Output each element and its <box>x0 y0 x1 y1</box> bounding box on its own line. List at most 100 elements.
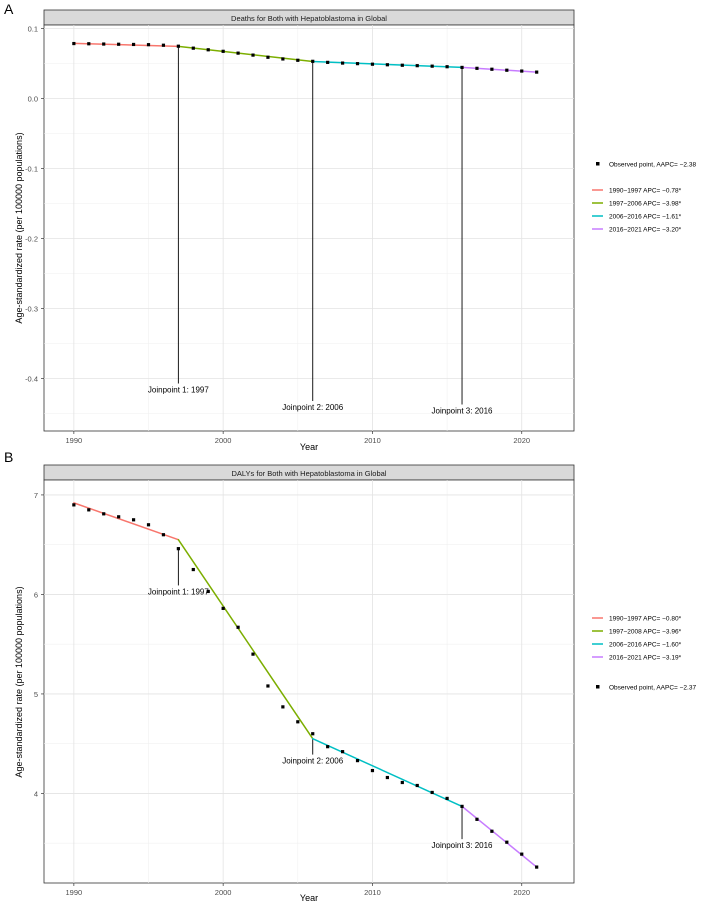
observed-point <box>102 42 106 46</box>
observed-point <box>326 745 330 749</box>
y-tick-label: -0.4 <box>25 375 38 384</box>
observed-point <box>460 65 464 70</box>
apc-segment-line <box>311 737 463 808</box>
panel-label: B <box>4 449 13 465</box>
observed-point <box>520 69 524 73</box>
y-tick-label: 0.1 <box>28 25 38 34</box>
legend-observed-label: Observed point, AAPC= −2.37 <box>609 685 696 692</box>
observed-point <box>400 780 404 785</box>
observed-point <box>385 775 389 780</box>
observed-point <box>146 43 151 47</box>
panel-a: A Deaths for Both with Hepatoblastoma in… <box>4 1 696 452</box>
observed-point <box>117 42 121 46</box>
observed-point <box>72 41 76 46</box>
observed-point <box>340 750 345 754</box>
plot-panel <box>43 24 575 432</box>
x-tick-label: 2020 <box>513 436 530 445</box>
y-tick-label: -0.2 <box>25 235 38 244</box>
x-tick-label: 2020 <box>513 888 530 897</box>
x-tick-label: 1990 <box>66 436 83 445</box>
joinpoint-label: Joinpoint 2: 2006 <box>282 403 343 412</box>
x-tick-label: 2010 <box>364 888 381 897</box>
observed-point <box>236 625 240 629</box>
x-tick-label: 1990 <box>66 888 83 897</box>
x-axis-title: Year <box>300 893 318 903</box>
observed-point <box>131 42 136 47</box>
panel-b: B DALYs for Both with Hepatoblastoma in … <box>4 449 696 903</box>
observed-point <box>475 817 479 821</box>
observed-point <box>176 547 180 551</box>
observed-point <box>131 518 136 522</box>
panel-label: A <box>4 1 14 17</box>
grid <box>44 25 574 431</box>
observed-point <box>87 42 91 46</box>
grid <box>44 480 574 883</box>
facet-title: Deaths for Both with Hepatoblastoma in G… <box>231 14 387 23</box>
observed-point <box>385 63 389 67</box>
observed-point <box>221 49 225 53</box>
y-axis-title: Age-standardized rate (per 100000 popula… <box>14 132 24 323</box>
legend-entry-label: 1990−1997 APC= −0.80* <box>609 616 682 623</box>
observed-point <box>236 51 240 55</box>
observed-point <box>296 720 300 724</box>
observed-point <box>191 567 195 572</box>
joinpoint-markers: Joinpoint 1: 1997 Joinpoint 2: 2006 Joinpo… <box>148 548 493 850</box>
observed-point <box>176 44 180 48</box>
observed-point <box>161 533 166 537</box>
x-tick-label: 2010 <box>364 436 381 445</box>
apc-segment-line <box>177 45 314 63</box>
observed-point <box>146 523 151 527</box>
observed-point <box>355 759 360 763</box>
observed-point <box>311 732 315 736</box>
observed-point <box>520 852 524 856</box>
observed-point <box>505 840 509 844</box>
observed-point <box>535 70 539 74</box>
observed-point <box>266 684 270 688</box>
joinpoint-label: Joinpoint 3: 2016 <box>432 841 493 850</box>
y-tick-label: 5 <box>34 690 38 699</box>
apc-segment-line <box>461 805 538 868</box>
observed-point <box>445 796 449 801</box>
legend-entry-label: 2016−2021 APC= −3.20* <box>609 227 682 234</box>
legend-entry-label: 1997−2008 APC= −3.96* <box>609 629 682 636</box>
legend-entry-label: 2006−2016 APC= −1.61* <box>609 214 682 221</box>
y-tick-label: 7 <box>34 491 38 500</box>
observed-point <box>370 768 375 773</box>
observed-points <box>72 41 539 74</box>
joinpoint-label: Joinpoint 2: 2006 <box>282 757 343 766</box>
observed-point <box>161 43 166 47</box>
apc-segment-line <box>177 538 314 740</box>
y-tick-label: 6 <box>34 590 38 599</box>
legend-entry-label: 2006−2016 APC= −1.60* <box>609 642 682 649</box>
y-tick-label: 0.0 <box>28 95 38 104</box>
legend-entry-label: 2016−2021 APC= −3.19* <box>609 655 682 662</box>
observed-point <box>266 55 270 59</box>
observed-point <box>206 48 210 52</box>
observed-point <box>355 62 360 66</box>
legend: Observed point, AAPC= −2.38 1990−1997 APC… <box>592 162 696 234</box>
legend-observed-label: Observed point, AAPC= −2.38 <box>609 162 696 169</box>
observed-point <box>251 53 255 57</box>
y-tick-label: -0.1 <box>25 165 38 174</box>
apc-segment-line <box>461 66 538 73</box>
observed-point <box>296 58 300 62</box>
joinpoint-markers: Joinpoint 1: 1997 Joinpoint 2: 2006 Joinpo… <box>148 46 493 416</box>
apc-segments <box>73 42 538 73</box>
x-axis: 1990 2000 2010 2020 <box>66 883 530 897</box>
y-tick-label: -0.3 <box>25 305 38 314</box>
observed-point <box>535 865 539 869</box>
observed-point <box>490 829 494 833</box>
x-axis: 1990 2000 2010 2020 <box>66 431 530 445</box>
y-axis: 7 6 5 4 <box>34 491 44 798</box>
observed-point <box>87 508 91 512</box>
legend-observed-marker <box>596 685 600 689</box>
y-tick-label: 4 <box>34 789 38 798</box>
joinpoint-label: Joinpoint 1: 1997 <box>148 386 209 395</box>
facet-title: DALYs for Both with Hepatoblastoma in Gl… <box>232 469 387 478</box>
observed-points <box>72 503 539 869</box>
joinpoint-label: Joinpoint 1: 1997 <box>148 587 209 596</box>
observed-point <box>475 66 479 70</box>
apc-segments <box>73 502 538 868</box>
observed-point <box>221 606 225 610</box>
